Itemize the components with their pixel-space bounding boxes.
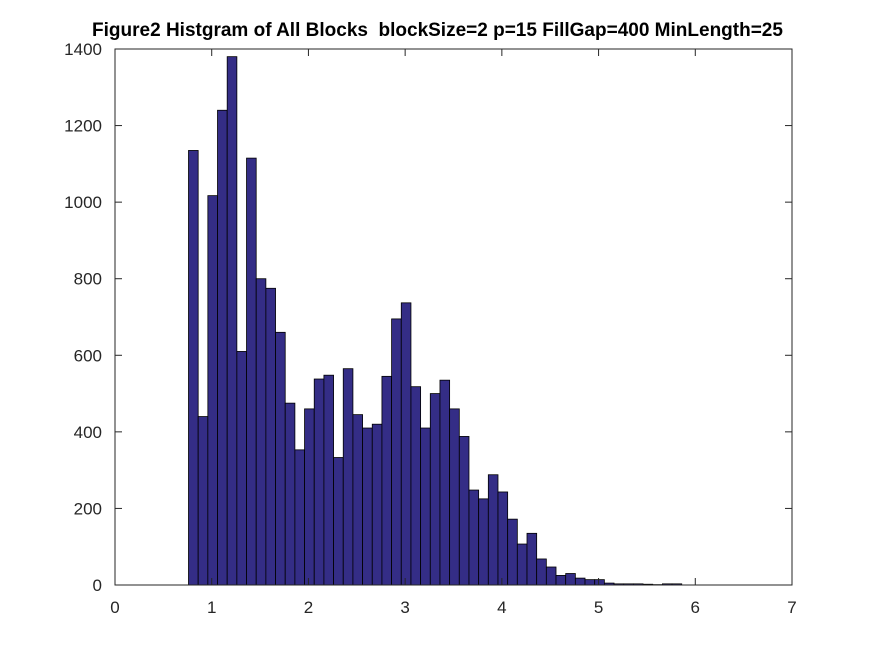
x-tick-label: 6 [691,598,700,617]
y-tick-label: 1200 [64,117,102,136]
histogram-bar [555,575,567,586]
x-tick-label: 0 [110,598,119,617]
histogram-bar [236,351,247,586]
histogram-bar [265,287,276,586]
histogram-bar [410,386,422,586]
histogram-bar [226,56,238,586]
histogram-bar [584,579,596,586]
histogram-bar [333,457,344,586]
y-tick-label: 0 [93,576,102,595]
axes-box [114,48,793,586]
histogram-bar [207,195,218,586]
x-tick-label: 4 [497,598,506,617]
y-tick-label: 1000 [64,193,102,212]
y-tick-label: 400 [74,423,102,442]
bars [188,56,683,586]
histogram-bar [420,427,431,586]
x-tick-label: 7 [787,598,796,617]
histogram-bar [458,436,470,586]
histogram-bar [478,498,489,586]
x-tick-label: 2 [304,598,313,617]
histogram-bar [526,532,538,586]
histogram-bar [429,393,441,586]
histogram-bar [391,318,402,586]
histogram-bar [342,368,354,586]
histogram-bar [439,379,451,586]
histogram-bar [255,278,267,586]
ticks [114,48,793,586]
histogram-bar [468,489,480,586]
x-tick-label: 5 [594,598,603,617]
histogram-bar [487,474,499,586]
histogram-bar [516,543,528,586]
histogram-bar [400,302,412,586]
histogram-bar [594,579,605,586]
histogram-bar [275,331,286,586]
histogram-bar [246,157,257,586]
histogram-bar [371,423,383,586]
histogram-bar [362,427,373,586]
y-tick-label: 800 [74,270,102,289]
histogram-bar [381,375,393,586]
histogram-bar [304,408,315,586]
histogram-bar [536,558,547,586]
y-tick-label: 1400 [64,40,102,59]
x-tick-label: 1 [207,598,216,617]
histogram-bar [197,416,209,586]
histogram-bar [313,378,325,586]
x-tick-label: 3 [400,598,409,617]
y-tick-label: 600 [74,346,102,365]
histogram-bar [294,449,305,586]
histogram-bar [545,566,557,586]
histogram-bar [449,408,460,586]
chart-title: Figure2 Histgram of All Blocks blockSize… [92,20,783,41]
histogram-bar [188,150,199,586]
histogram-bar [217,109,228,586]
tick-labels: 0 1 2 3 4 5 6 7 0 200 400 600 800 1000 1200 1400 [64,40,797,617]
histogram-bar [497,491,509,586]
histogram-bar [352,414,363,586]
y-tick-label: 200 [74,499,102,518]
histogram-bar [507,518,518,586]
histogram-bar [574,577,586,586]
histogram-bar [323,374,334,586]
histogram-bar [565,573,576,586]
histogram-bar [284,402,296,586]
